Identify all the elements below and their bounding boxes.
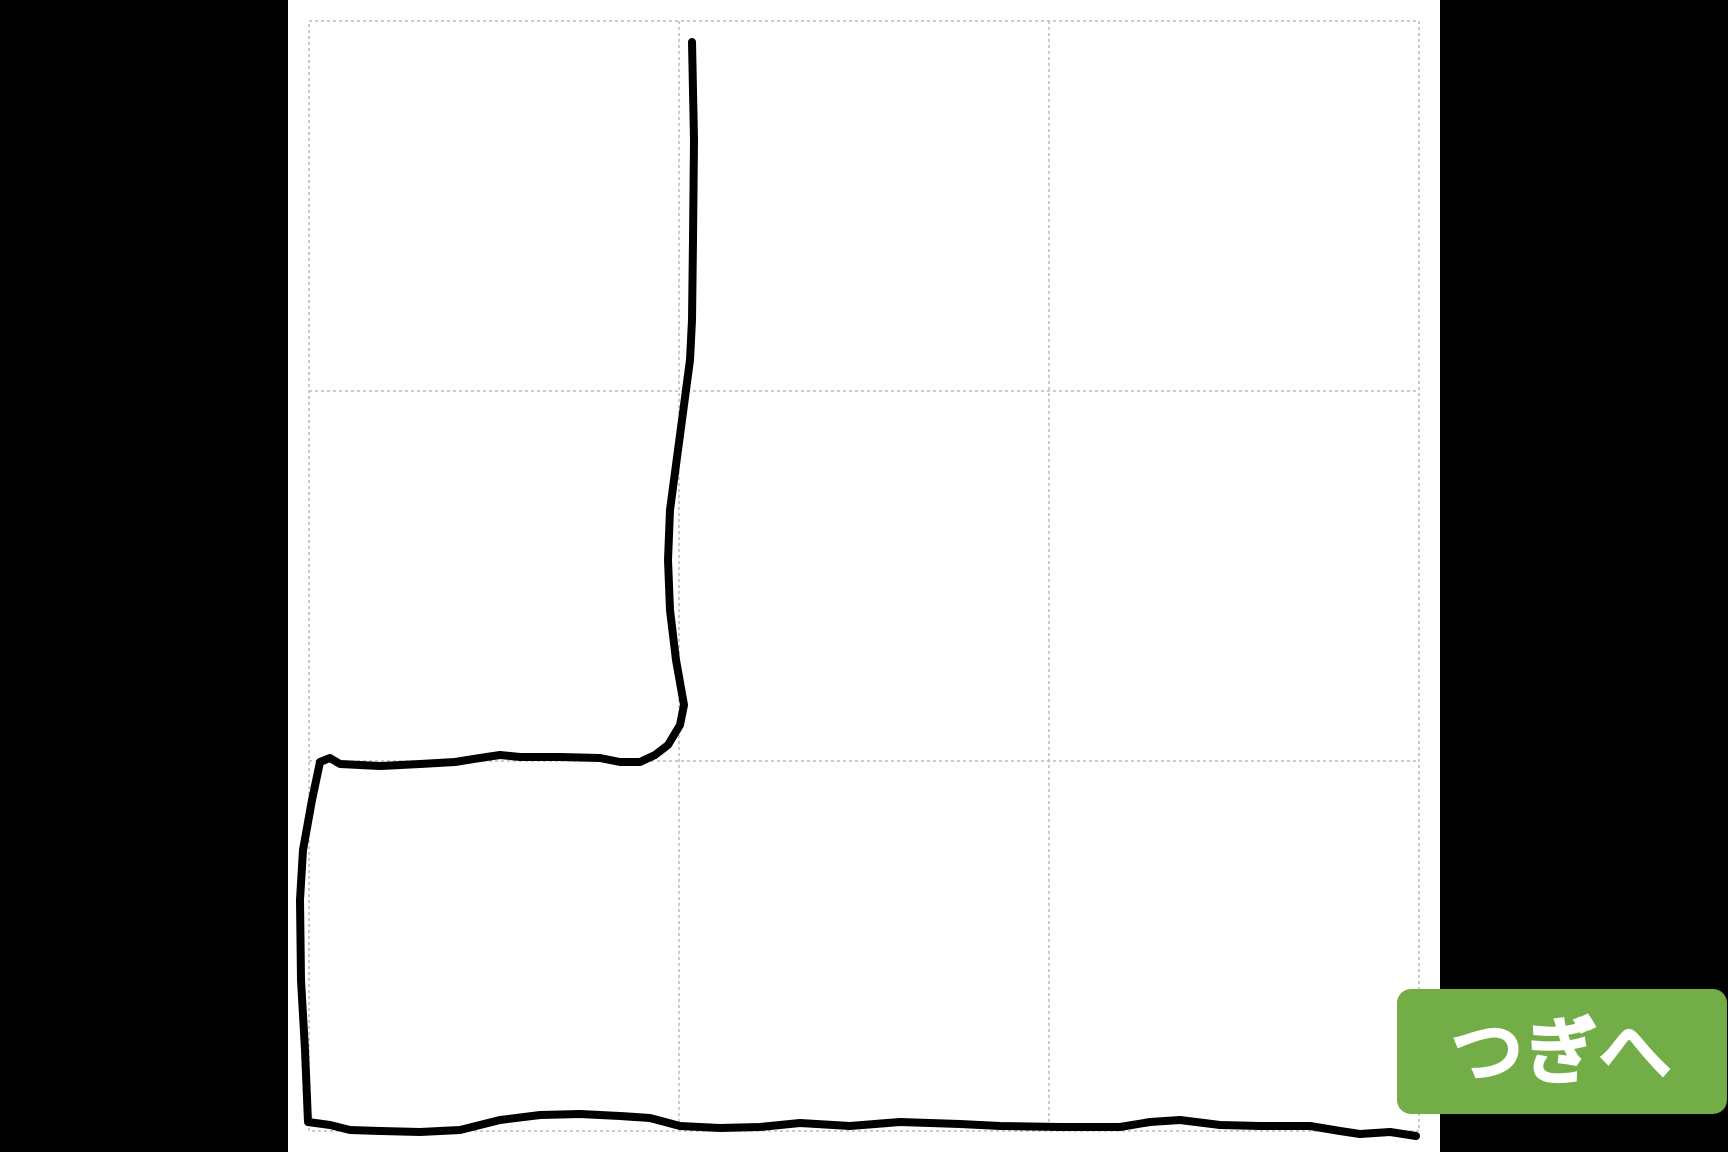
drawing-canvas[interactable]	[288, 0, 1440, 1152]
grid-border	[308, 20, 1420, 1132]
next-button-label: つぎへ	[1450, 1009, 1673, 1094]
guide-grid	[308, 20, 1420, 1132]
next-button[interactable]: つぎへ	[1397, 989, 1727, 1114]
